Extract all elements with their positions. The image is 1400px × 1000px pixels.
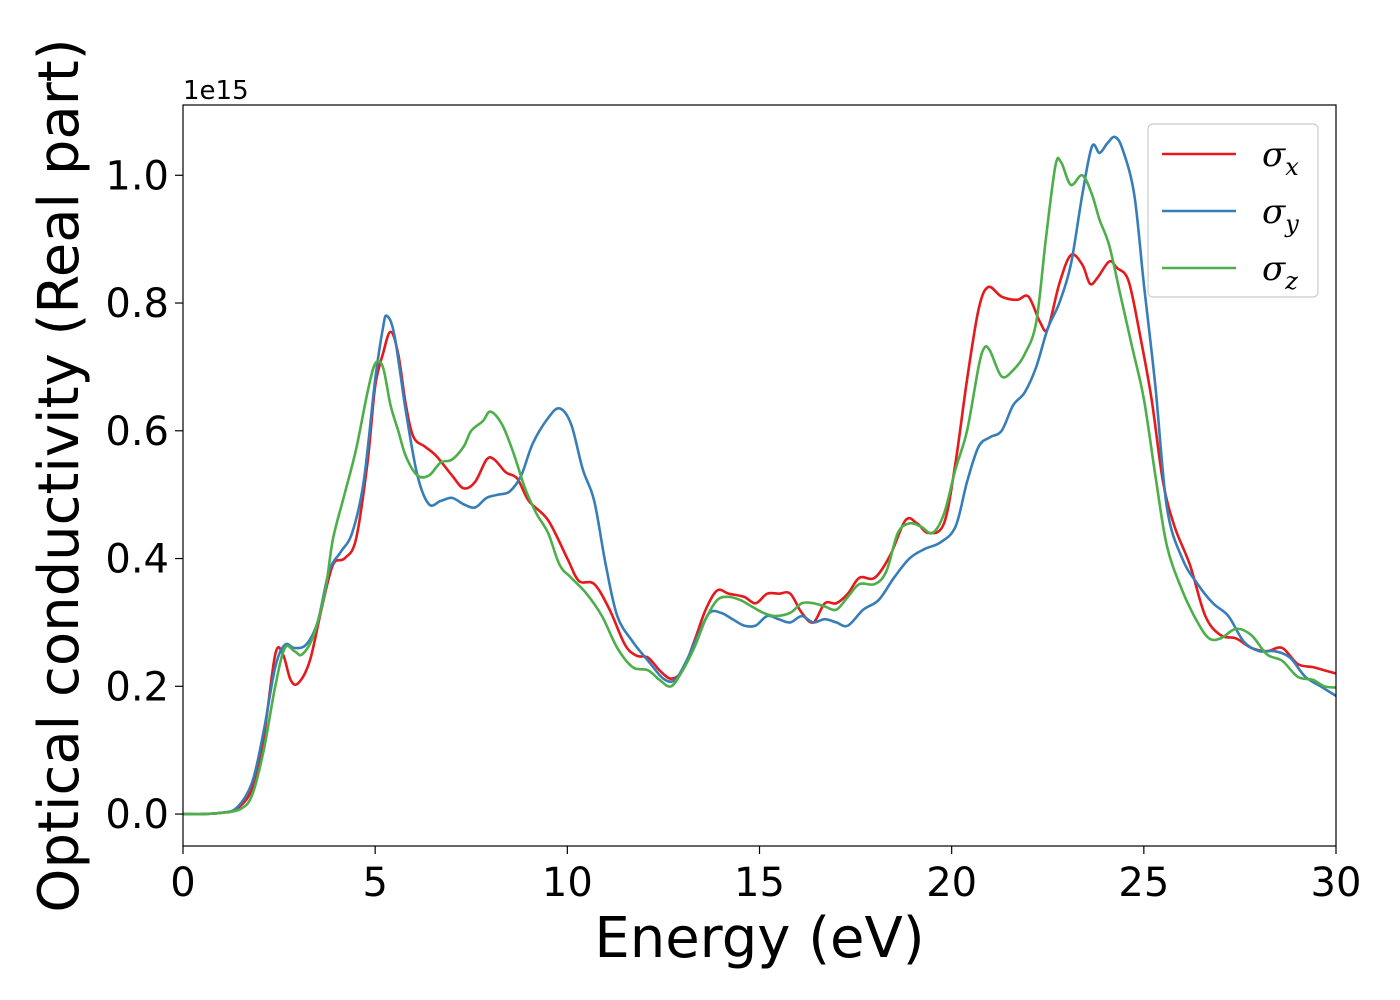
x-tick-label: 30 [1311,860,1362,906]
y-tick-label: 0.2 [105,664,169,710]
x-tick-label: 15 [734,860,785,906]
x-tick-label: 10 [542,860,593,906]
y-tick-label: 0.8 [105,281,169,327]
x-tick-label: 20 [926,860,977,906]
legend-symbol: σ [1262,135,1286,175]
series-line-y [182,135,1337,816]
x-tick-label: 25 [1118,860,1169,906]
y-axis-label: Optical conductivity (Real part) [27,38,92,912]
y-tick-label: 1.0 [105,153,169,199]
legend-entry-z: σz [1262,249,1298,295]
legend-symbol: σ [1262,192,1286,232]
y-axis-offset-label: 1e15 [183,76,249,106]
legend-entry-x: σx [1262,135,1299,181]
y-tick-label: 0.6 [105,409,169,455]
series-line-x [182,253,1337,816]
x-axis: 0 5 10 15 20 25 30 [170,846,1361,906]
plot-lines [182,135,1337,816]
y-tick-label: 0.4 [105,537,169,583]
series-line-z [182,156,1337,816]
legend-subscript: y [1284,210,1299,238]
x-tick-label: 0 [170,860,195,906]
y-axis: 0.0 0.2 0.4 0.6 0.8 1.0 [105,153,183,838]
x-tick-label: 5 [362,860,387,906]
legend-entry-y: σy [1262,192,1299,238]
legend-subscript: x [1285,153,1299,181]
x-axis-label: Energy (eV) [594,906,924,971]
legend-subscript: z [1284,267,1298,295]
y-tick-label: 0.0 [105,792,169,838]
legend-symbol: σ [1262,249,1286,289]
